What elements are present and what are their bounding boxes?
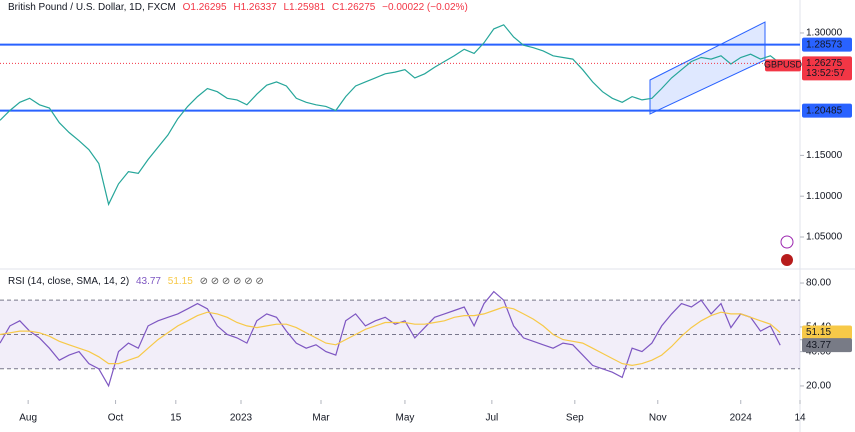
y-tick-label: 80.00 [806, 278, 831, 289]
y-tick-label: 1.30000 [806, 28, 843, 39]
symbol-header: British Pound / U.S. Dollar, 1D, FXCM O1… [8, 2, 472, 13]
rsi-title: RSI (14, close, SMA, 14, 2) [8, 276, 130, 287]
quote: H1.26337 [233, 2, 277, 13]
quote: L1.25981 [283, 2, 326, 13]
parallel-channel [649, 21, 766, 115]
x-tick-label: 2023 [230, 413, 253, 424]
rsi-last: 43.77 [806, 340, 831, 351]
sma-last: 51.15 [806, 327, 831, 338]
event-icon[interactable] [780, 235, 794, 249]
y-tick-label: 1.15000 [806, 150, 843, 161]
x-tick-label: May [395, 413, 414, 424]
x-tick-label: Oct [108, 413, 124, 424]
x-tick-label: Jul [485, 413, 498, 424]
symbol-title: British Pound / U.S. Dollar, 1D, FXCM [8, 2, 176, 13]
x-tick-label: Sep [566, 413, 584, 424]
x-tick-label: 2024 [730, 413, 753, 424]
symbol-box [765, 59, 801, 72]
flag-icon[interactable] [781, 254, 793, 266]
series-line [0, 290, 781, 388]
level-label-box [802, 103, 852, 118]
series-line [0, 306, 781, 367]
sma-value: 51.15 [167, 276, 193, 287]
series-line [0, 24, 781, 207]
quote: C1.26275 [332, 2, 376, 13]
quote: −0.00022 (−0.02%) [382, 2, 468, 13]
x-tick-label: Nov [649, 413, 667, 424]
symbol-label: GBPUSD [764, 60, 803, 70]
y-tick-label: 1.05000 [806, 232, 843, 243]
rsi-header: RSI (14, close, SMA, 14, 2) 43.77 51.15 … [8, 276, 268, 287]
last-price: 1.26275 [806, 58, 843, 69]
sma-last-box [802, 325, 852, 340]
y-tick-label: 1.10000 [806, 191, 843, 202]
level-label-box [802, 37, 852, 52]
level-label: 1.28573 [806, 39, 843, 50]
level-label: 1.20485 [806, 105, 843, 116]
countdown: 13:52:57 [806, 68, 845, 79]
rsi-band [0, 300, 800, 369]
rsi-last-box [802, 338, 852, 353]
x-tick-label: 14 [794, 413, 806, 424]
rsi-value: 43.77 [135, 276, 161, 287]
y-tick-label: 20.00 [806, 381, 831, 392]
x-tick-label: Mar [312, 413, 330, 424]
x-tick-label: 15 [170, 413, 182, 424]
x-tick-label: Aug [19, 413, 37, 424]
quote: O1.26295 [182, 2, 227, 13]
last-price-box [802, 56, 852, 81]
status-icons: ⊘ ⊘ ⊘ ⊘ ⊘ ⊘ [199, 276, 264, 287]
